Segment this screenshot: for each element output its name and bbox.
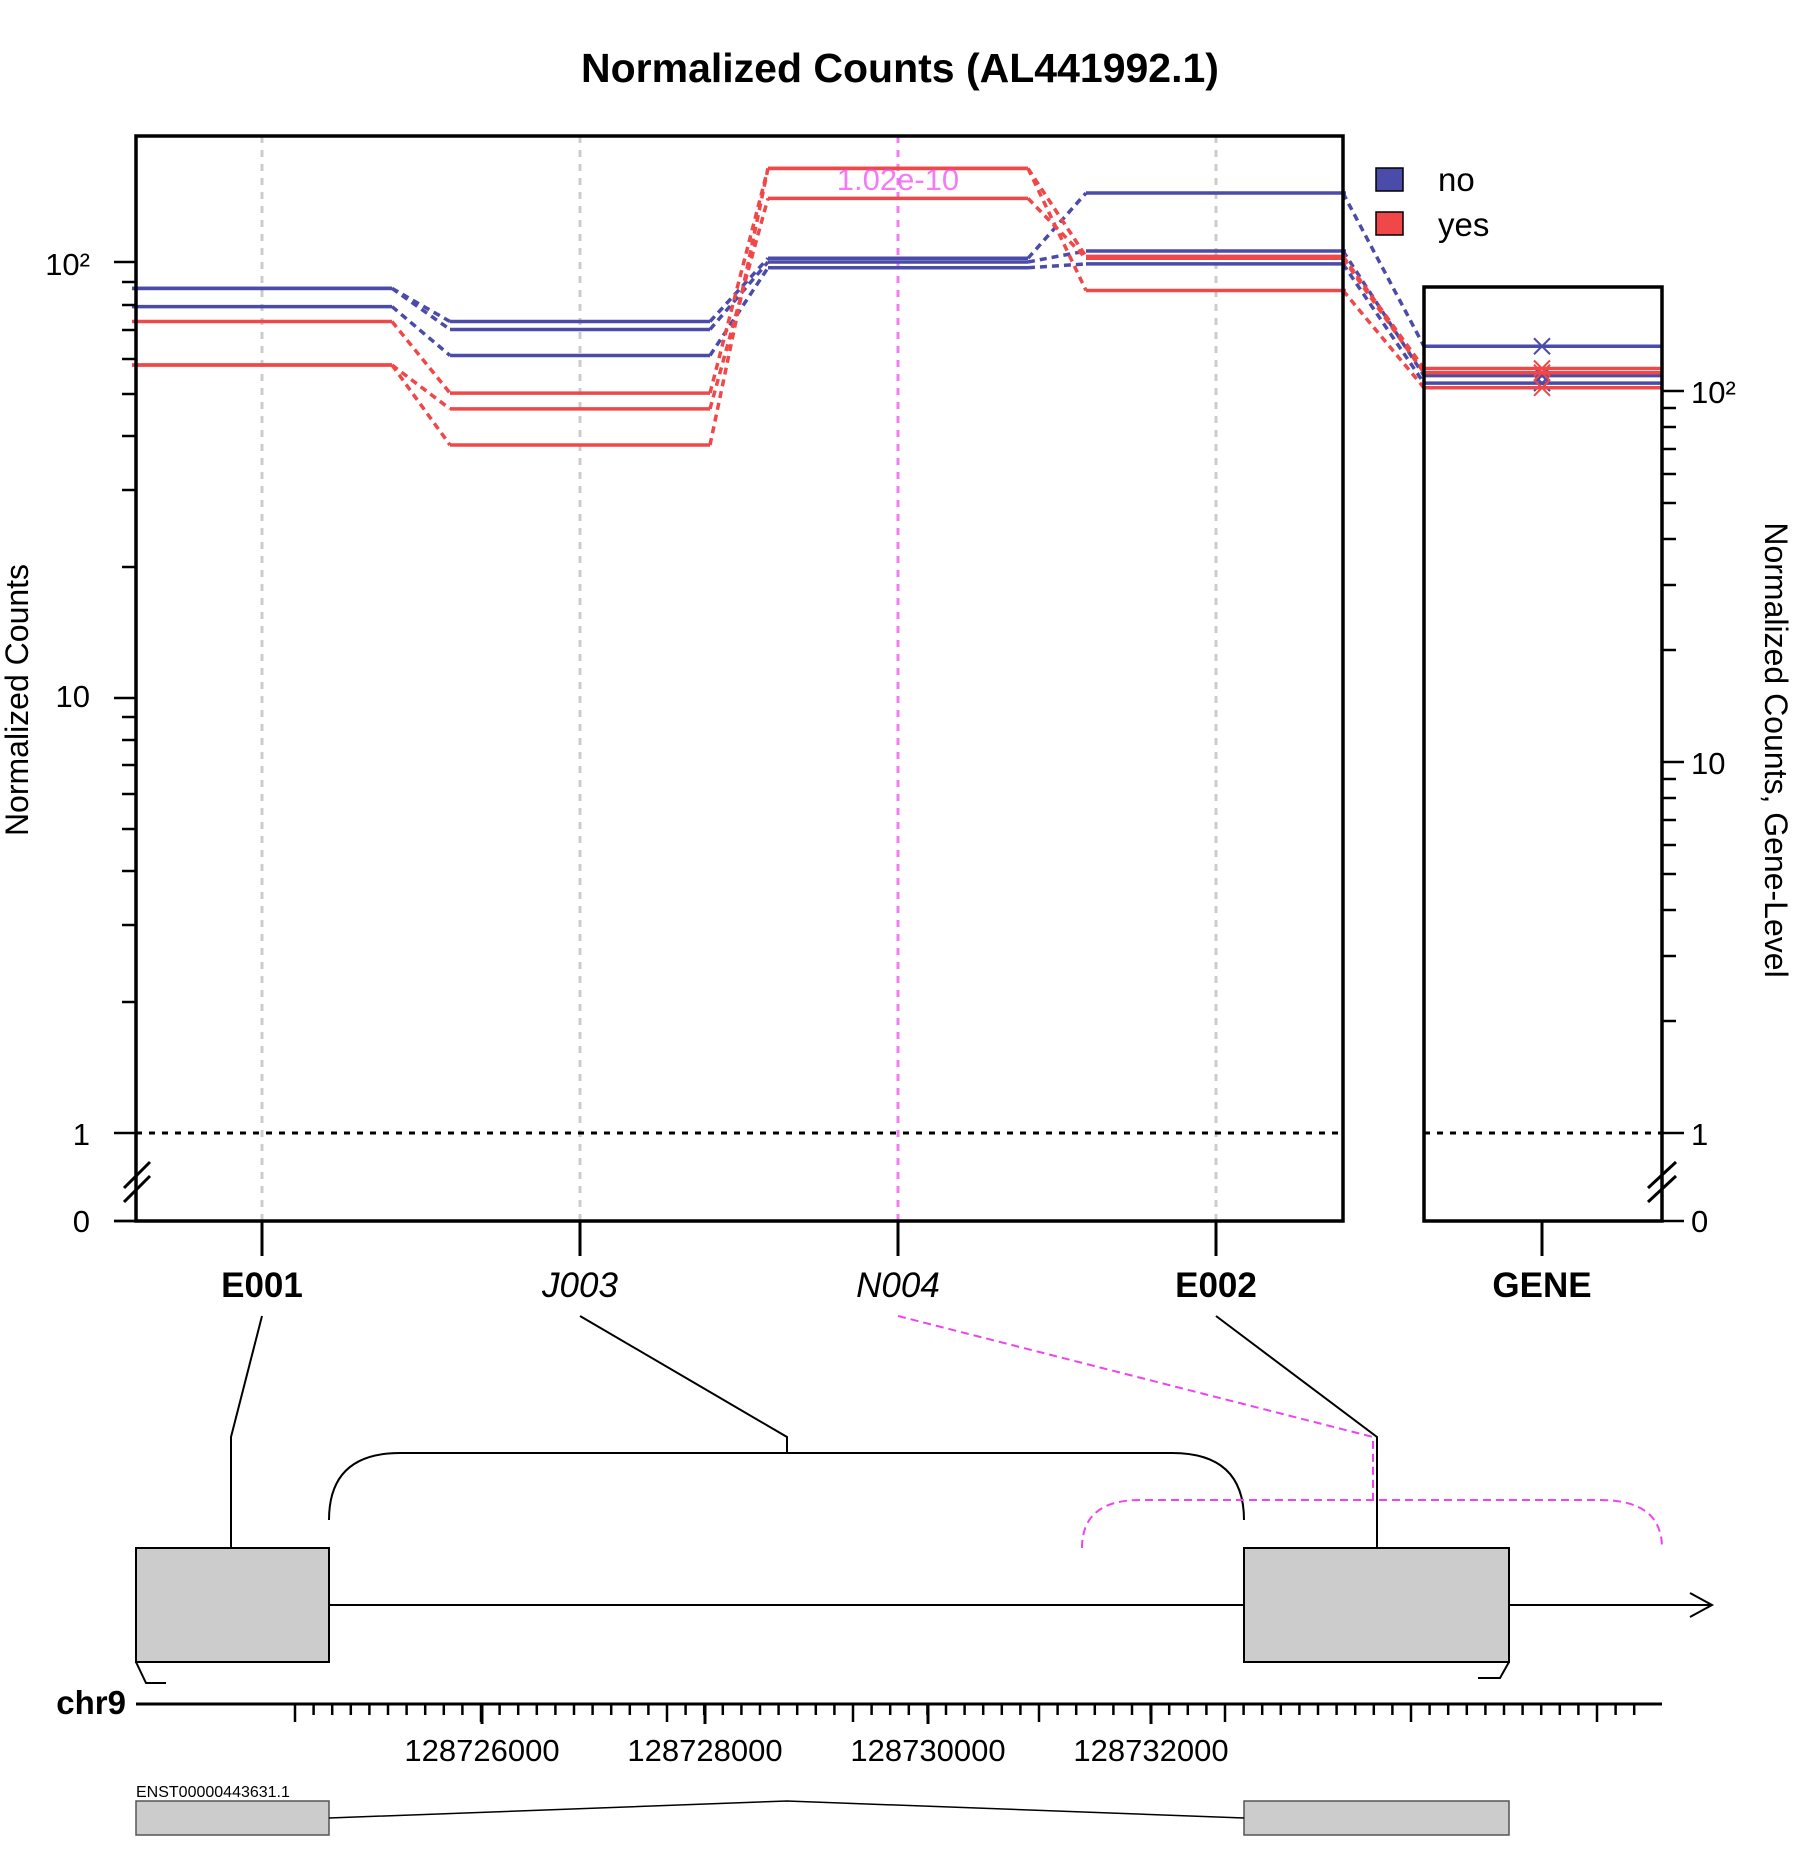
y-axis-label: Normalized Counts bbox=[0, 564, 35, 836]
splice-junction-j003 bbox=[328, 1452, 1245, 1521]
connector-segment bbox=[708, 167, 770, 394]
gene-panel-frame bbox=[1422, 285, 1664, 1223]
connector-segment bbox=[391, 286, 451, 324]
connector-segment bbox=[1026, 167, 1088, 258]
genomic-ticks bbox=[293, 1704, 1636, 1724]
series-no-1 bbox=[132, 249, 1426, 377]
chart-title: Normalized Counts (AL441992.1) bbox=[581, 45, 1219, 91]
connector-segment bbox=[390, 305, 452, 357]
y-ticks-left: 0 1 10 10² bbox=[45, 247, 90, 1239]
gene-link bbox=[1341, 262, 1426, 385]
connector-n004 bbox=[897, 1315, 1374, 1500]
gene-level-marker bbox=[1533, 337, 1551, 355]
genomic-axis: chr9 128726000 128728000 128730000 12873… bbox=[56, 1684, 1662, 1768]
genomic-tick-label-3: 128732000 bbox=[1073, 1733, 1228, 1768]
y-tick-label-10: 10 bbox=[56, 679, 90, 714]
exon-corner-left bbox=[135, 1661, 166, 1684]
strand-arrow bbox=[1689, 1592, 1715, 1618]
gene-label: GENE bbox=[1492, 1266, 1591, 1305]
genomic-tick-label-2: 128730000 bbox=[850, 1733, 1005, 1768]
connector-segment bbox=[1026, 191, 1088, 260]
series-yes-3 bbox=[132, 166, 1426, 395]
axes bbox=[114, 134, 1684, 1256]
feature-label-e001: E001 bbox=[221, 1266, 303, 1305]
connector-segment bbox=[1026, 167, 1088, 292]
y-tick-right-label-100: 10² bbox=[1691, 375, 1736, 410]
exon-corner-right bbox=[1478, 1661, 1510, 1679]
transcript-exon-1 bbox=[135, 1800, 330, 1836]
connector-e001 bbox=[230, 1315, 263, 1548]
axis-break-left bbox=[122, 1160, 152, 1204]
transcript-exon-2 bbox=[1243, 1800, 1510, 1836]
feature-connectors bbox=[230, 1315, 1378, 1548]
connector-segment bbox=[390, 320, 452, 395]
transcript-track: ENST00000443631.1 bbox=[135, 1784, 1510, 1836]
connector-segment bbox=[708, 260, 770, 331]
exon-box-e002 bbox=[1243, 1547, 1510, 1663]
transcript-label: ENST00000443631.1 bbox=[136, 1784, 290, 1801]
legend: no yes bbox=[1375, 161, 1489, 243]
axis-break-right bbox=[1646, 1160, 1678, 1204]
gene-model bbox=[135, 1452, 1715, 1684]
gene-link bbox=[1341, 289, 1426, 389]
feature-label-n004: N004 bbox=[856, 1266, 940, 1305]
series-yes-4 bbox=[132, 196, 1426, 411]
transcript-intron bbox=[328, 1800, 1245, 1819]
legend-swatch-yes bbox=[1375, 211, 1404, 236]
feature-label-j003: J003 bbox=[541, 1266, 618, 1305]
y-tick-right-label-1: 1 bbox=[1691, 1117, 1708, 1152]
y-tick-right-label-0: 0 bbox=[1691, 1204, 1708, 1239]
right-ticks bbox=[1662, 389, 1684, 1223]
data-series bbox=[132, 166, 1426, 447]
legend-label-yes: yes bbox=[1438, 206, 1489, 243]
gene-level-marker bbox=[1533, 366, 1551, 385]
gene-link bbox=[1341, 192, 1426, 348]
novel-junction-n004 bbox=[1081, 1499, 1663, 1549]
genomic-tick-label-0: 128726000 bbox=[404, 1733, 559, 1768]
legend-swatch-no bbox=[1375, 167, 1404, 192]
legend-label-no: no bbox=[1438, 161, 1475, 198]
gene-series-yes-4 bbox=[1424, 364, 1662, 382]
connector-segment bbox=[1027, 262, 1087, 270]
gene-link bbox=[1341, 250, 1426, 377]
feature-label-e002: E002 bbox=[1175, 1266, 1257, 1305]
significance-label: 1.02e-10 bbox=[837, 162, 959, 197]
genomic-tick-label-1: 128728000 bbox=[627, 1733, 782, 1768]
connector-segment bbox=[390, 363, 452, 447]
y-ticks-right: 0 1 10 10² bbox=[1691, 375, 1736, 1239]
series-yes-5 bbox=[132, 166, 1426, 447]
y-tick-label-100: 10² bbox=[45, 247, 90, 282]
series-no-2 bbox=[132, 262, 1426, 385]
feature-labels: E001 J003 N004 E002 GENE bbox=[221, 1266, 1591, 1305]
connector-segment bbox=[390, 363, 452, 411]
connector-segment bbox=[1027, 249, 1087, 264]
connector-e002 bbox=[1215, 1315, 1378, 1548]
y-tick-label-1: 1 bbox=[73, 1117, 90, 1152]
gene-level-series bbox=[1424, 337, 1662, 397]
connector-segment bbox=[708, 168, 770, 446]
connector-j003 bbox=[579, 1315, 788, 1453]
connector-segment bbox=[708, 257, 770, 323]
x-ticks bbox=[260, 1221, 1544, 1256]
y-axis-label-right: Normalized Counts, Gene-Level bbox=[1758, 522, 1794, 977]
gene-level-marker bbox=[1533, 379, 1551, 397]
gene-series-no-0 bbox=[1424, 337, 1662, 355]
connector-segment bbox=[390, 286, 452, 331]
series-no-0 bbox=[132, 191, 1426, 348]
chromosome-label: chr9 bbox=[56, 1684, 126, 1721]
y-tick-label-0: 0 bbox=[73, 1204, 90, 1239]
gene-series-no-1 bbox=[1424, 366, 1662, 385]
y-tick-right-label-10: 10 bbox=[1691, 746, 1725, 781]
left-ticks bbox=[114, 260, 136, 1223]
gene-level-marker bbox=[1533, 364, 1551, 382]
exon-box-e001 bbox=[135, 1547, 330, 1663]
gene-series-yes-5 bbox=[1424, 379, 1662, 397]
